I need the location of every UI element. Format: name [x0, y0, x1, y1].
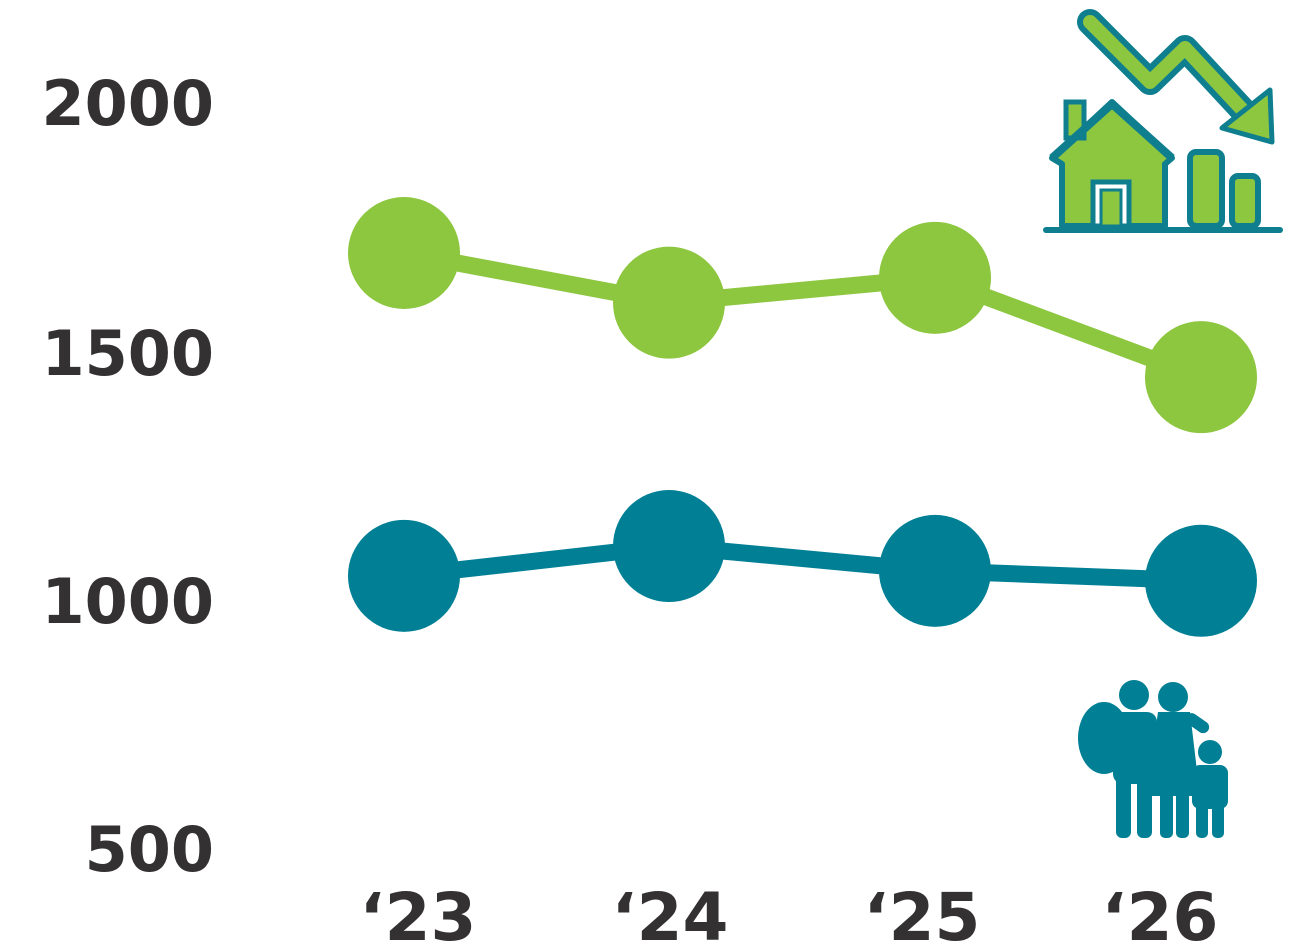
series-1-point-0: [348, 519, 460, 632]
y-tick-1000: 1000: [41, 565, 214, 638]
y-tick-2000: 2000: [41, 67, 214, 140]
x-tick-24: ‘24: [612, 879, 729, 945]
series-0-line: [402, 244, 1204, 386]
x-tick-23: ‘23: [360, 879, 477, 945]
x-tick-25: ‘25: [864, 879, 981, 945]
series-0-point-2: [879, 221, 991, 334]
series-1-point-3: [1145, 524, 1257, 637]
series-layer: [348, 197, 1257, 637]
series-0-point-1: [613, 246, 725, 359]
series-0-point-0: [348, 197, 460, 309]
series-1-point-2: [879, 514, 991, 627]
series-0-point-3: [1145, 321, 1257, 434]
x-tick-26: ‘26: [1102, 879, 1219, 945]
series-1-line: [403, 537, 1202, 590]
series-1-point-1: [613, 490, 725, 603]
series-1: [348, 490, 1257, 637]
y-tick-1500: 1500: [41, 317, 214, 390]
y-tick-500: 500: [85, 813, 214, 886]
y-axis-ticks: 2000 1500 1000 500: [41, 67, 214, 886]
series-0: [348, 197, 1257, 434]
x-axis-ticks: ‘23 ‘24 ‘25 ‘26: [360, 879, 1219, 945]
house-price-decline-icon: [1043, 9, 1283, 233]
family-icon: [1078, 680, 1228, 838]
